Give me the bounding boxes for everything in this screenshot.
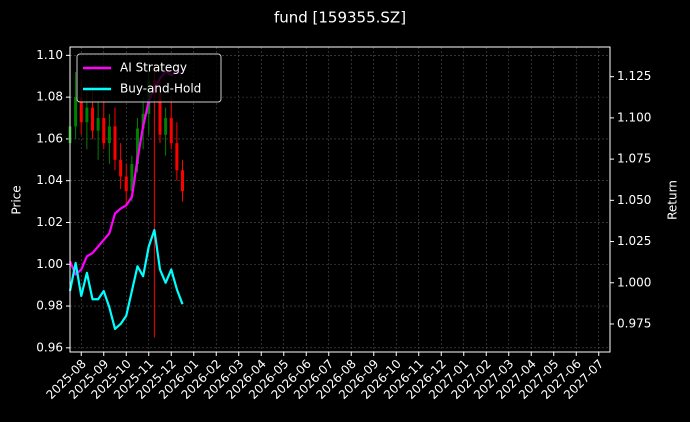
legend-box (76, 53, 222, 103)
candle-body (141, 113, 145, 129)
candle-body (181, 170, 184, 192)
candle-body (164, 118, 168, 135)
y2-tick-label: 0.975 (617, 316, 651, 330)
candle-body (107, 126, 111, 144)
chart-title: fund [159355.SZ] (274, 9, 406, 27)
candle-body (136, 128, 139, 164)
y-tick-label: 0.96 (36, 340, 63, 354)
candle-body (113, 126, 117, 160)
y-tick-label: 0.98 (36, 299, 63, 313)
candle-body (79, 97, 83, 123)
candle-body (175, 143, 179, 171)
y2-axis-label: Return (666, 180, 680, 220)
y-tick-label: 1.02 (36, 215, 63, 229)
y2-tick-label: 1.075 (617, 152, 651, 166)
y-axis-label: Price (10, 185, 24, 214)
candle-body (91, 107, 94, 131)
legend-label: Buy-and-Hold (120, 82, 201, 96)
y-tick-label: 1.06 (36, 131, 63, 145)
line-series (68, 228, 184, 331)
candle-body (96, 118, 100, 131)
legend-label: AI Strategy (120, 61, 187, 75)
candle-body (74, 97, 78, 127)
candle-body (124, 176, 128, 192)
y2-tick-label: 1.125 (617, 69, 651, 83)
candle-body (158, 92, 162, 135)
y-tick-label: 1.04 (36, 173, 63, 187)
y2-tick-label: 1.000 (617, 275, 651, 289)
candle-body (130, 163, 134, 192)
y-tick-label: 1.08 (36, 90, 63, 104)
y2-tick-label: 1.100 (617, 110, 651, 124)
y2-tick-label: 1.025 (617, 234, 651, 248)
candle-body (169, 118, 173, 144)
y2-tick-label: 1.050 (617, 193, 651, 207)
y-tick-label: 1.00 (36, 257, 63, 271)
candle-body (102, 118, 106, 144)
y-tick-label: 1.10 (36, 48, 63, 62)
candle-body (85, 107, 89, 123)
candle-body (119, 159, 123, 177)
plot-frame (69, 46, 611, 353)
